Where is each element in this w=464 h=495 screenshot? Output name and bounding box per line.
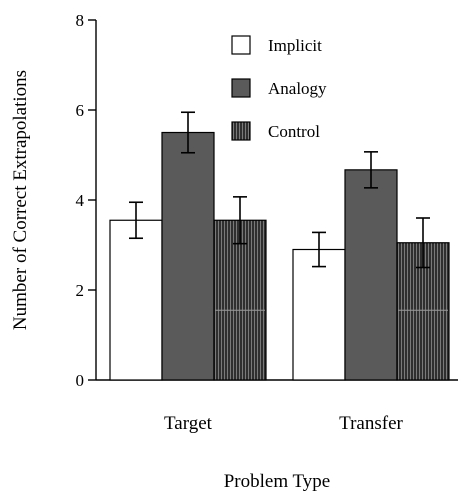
legend-swatch-control — [231, 121, 251, 141]
bar-implicit-target — [109, 219, 163, 381]
legend-label-control: Control — [268, 122, 320, 141]
legend-label-implicit: Implicit — [268, 36, 322, 55]
x-tick-label-target: Target — [164, 413, 213, 434]
y-tick-label: 4 — [76, 191, 85, 210]
bar-analogy-transfer — [344, 169, 398, 381]
x-axis-title: Problem Type — [224, 471, 331, 492]
bar-analogy-target — [161, 131, 215, 381]
legend-swatch-implicit — [231, 35, 251, 55]
y-tick-label: 8 — [76, 11, 85, 30]
bars — [109, 131, 450, 381]
y-tick-label: 6 — [76, 101, 85, 120]
y-tick-label: 2 — [76, 281, 85, 300]
bar-control-target — [213, 219, 267, 381]
legend-label-analogy: Analogy — [268, 79, 327, 98]
bar-control-transfer — [396, 242, 450, 381]
x-tick-label-transfer: Transfer — [339, 413, 403, 434]
legend: Implicit Analogy Control — [231, 35, 327, 141]
y-axis-title: Number of Correct Extrapolations — [10, 70, 31, 330]
y-tick-label: 0 — [76, 371, 85, 390]
error-bars — [129, 111, 430, 269]
bar-implicit-transfer — [292, 248, 346, 381]
legend-swatch-analogy — [231, 78, 251, 98]
